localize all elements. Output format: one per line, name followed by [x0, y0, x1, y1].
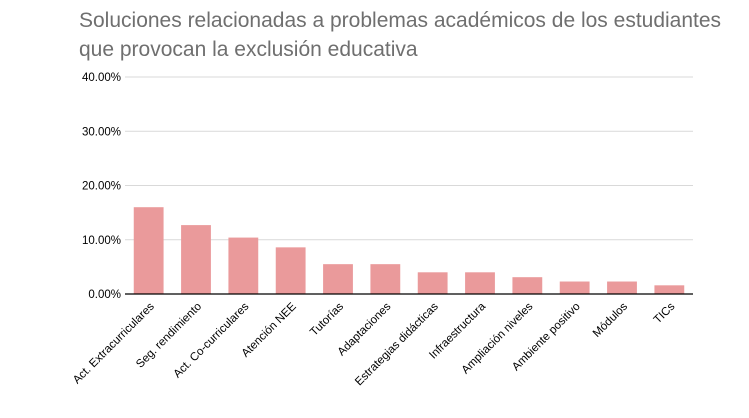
bar	[228, 237, 259, 294]
x-tick-label: Estrategias didácticas	[353, 300, 441, 388]
bar	[654, 285, 685, 294]
bar	[465, 272, 495, 294]
gridlines	[125, 76, 693, 241]
y-tick-label: 10.00%	[82, 235, 121, 247]
chart-title-line-1: Soluciones relacionadas a problemas acad…	[79, 9, 722, 32]
y-tick-label: 0.00%	[88, 289, 121, 301]
bar	[607, 281, 637, 294]
bar	[417, 272, 448, 294]
y-tick-label: 30.00%	[82, 126, 121, 138]
y-axis-tick-labels: 0.00% 10.00% 20.00% 30.00% 40.00%	[82, 72, 121, 301]
x-tick-label: Módulos	[591, 300, 630, 339]
bar	[559, 281, 590, 294]
chart-title: Soluciones relacionadas a problemas acad…	[79, 6, 739, 64]
bar	[181, 225, 211, 294]
bar	[370, 264, 401, 294]
x-tick-label: Tutorías	[308, 300, 346, 338]
bars	[133, 207, 685, 294]
bar	[275, 247, 306, 294]
y-tick-label: 40.00%	[82, 72, 121, 84]
x-tick-label: TICs	[652, 300, 678, 326]
bar	[323, 264, 353, 294]
y-tick-label: 20.00%	[82, 181, 121, 193]
chart-title-line-2: que provocan la exclusión educativa	[79, 38, 418, 61]
bar	[133, 207, 164, 294]
bar	[512, 277, 543, 294]
x-tick-label: Act. Extracurriculares	[71, 300, 157, 386]
